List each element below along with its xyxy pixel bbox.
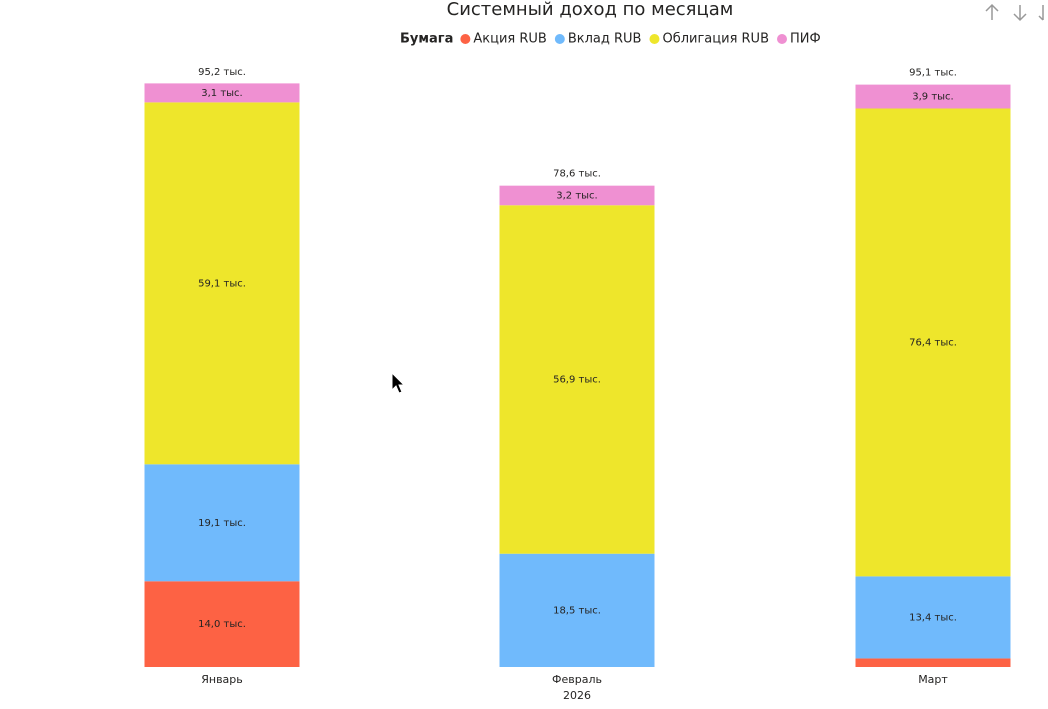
cursor xyxy=(391,371,406,394)
sort-up[interactable] xyxy=(985,3,999,20)
bar-segment xyxy=(144,102,300,465)
legend-swatch xyxy=(777,34,787,44)
data-label: 13,4 тыс. xyxy=(909,612,957,623)
data-label: 14,0 тыс. xyxy=(198,619,246,630)
data-label: 3,2 тыс. xyxy=(556,190,597,201)
bar-segment xyxy=(499,553,655,667)
x-tick-label: Январь xyxy=(201,673,243,686)
legend-swatch xyxy=(649,34,660,44)
bar-segment xyxy=(855,576,1011,659)
bar-segment xyxy=(855,84,1011,109)
data-label: 56,9 тыс. xyxy=(553,374,601,385)
bar-segment xyxy=(499,205,655,554)
x-tick-label: Февраль xyxy=(552,673,602,686)
data-label: 59,1 тыс. xyxy=(198,278,246,289)
expand[interactable] xyxy=(1038,5,1044,21)
bar-segment xyxy=(144,464,300,582)
total-label: 95,2 тыс. xyxy=(198,67,246,78)
data-label: 76,4 тыс. xyxy=(909,337,957,348)
legend-label: ПИФ xyxy=(790,32,821,47)
x-tick-label: Март xyxy=(918,673,948,686)
legend-swatch xyxy=(460,34,471,44)
total-label: 95,1 тыс. xyxy=(909,68,957,79)
data-label: 3,1 тыс. xyxy=(201,88,242,99)
legend-label: Вклад RUB xyxy=(568,32,642,47)
bar-segment xyxy=(855,658,1011,667)
legend-swatch xyxy=(554,34,565,44)
data-label: 3,9 тыс. xyxy=(912,92,953,103)
bar-segment xyxy=(144,83,300,103)
legend-label: Облигация RUB xyxy=(662,32,769,47)
total-label: 78,6 тыс. xyxy=(553,169,601,180)
data-label: 18,5 тыс. xyxy=(553,605,601,616)
x-group-label: 2026 xyxy=(563,689,591,702)
chart-title: Системный доход по месяцам xyxy=(447,0,734,20)
sort-down[interactable] xyxy=(1013,5,1027,22)
bar-segment xyxy=(499,185,655,206)
toolbar[interactable] xyxy=(985,3,1044,22)
bar-segment xyxy=(855,108,1011,577)
legend-label: Акция RUB xyxy=(473,32,546,47)
bar-segment xyxy=(144,581,300,667)
data-label: 19,1 тыс. xyxy=(198,518,246,529)
legend-title: Бумага xyxy=(400,32,453,47)
